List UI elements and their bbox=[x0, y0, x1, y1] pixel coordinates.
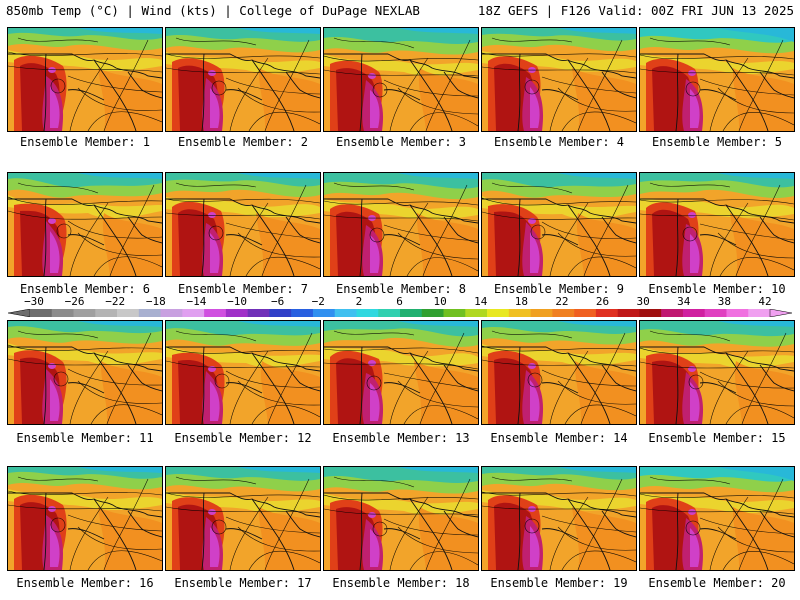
ensemble-member-map bbox=[323, 466, 479, 571]
ensemble-member-label: Ensemble Member: 15 bbox=[648, 431, 786, 445]
colorbar-segment bbox=[378, 309, 401, 317]
ensemble-member-map bbox=[165, 320, 321, 425]
ensemble-member-map bbox=[323, 320, 479, 425]
colorbar-segment bbox=[182, 309, 205, 317]
ensemble-member-label: Ensemble Member: 7 bbox=[177, 282, 309, 296]
colorbar-tick-label: 10 bbox=[433, 295, 447, 308]
ensemble-member-map bbox=[323, 27, 479, 132]
ensemble-member-label: Ensemble Member: 16 bbox=[16, 576, 154, 590]
colorbar-right-arrow bbox=[769, 309, 792, 317]
colorbar-segment bbox=[726, 309, 749, 317]
ensemble-member-label: Ensemble Member: 18 bbox=[332, 576, 470, 590]
colorbar-segment bbox=[312, 309, 336, 317]
ensemble-member-label: Ensemble Member: 10 bbox=[648, 282, 786, 296]
map-title: 850mb Temp (°C) | Wind (kts) | College o… bbox=[6, 3, 420, 18]
colorbar-segment bbox=[138, 309, 161, 317]
colorbar-tick-label: −14 bbox=[186, 295, 207, 308]
colorbar-segment bbox=[117, 309, 140, 317]
colorbar-segment bbox=[661, 309, 684, 317]
colorbar-tick-label: −18 bbox=[145, 295, 166, 308]
ensemble-member-map bbox=[165, 172, 321, 277]
ensemble-member-label: Ensemble Member: 9 bbox=[493, 282, 625, 296]
colorbar-tick-label: 2 bbox=[355, 295, 363, 308]
colorbar-segment bbox=[334, 309, 357, 317]
colorbar-tick-label: 18 bbox=[514, 295, 528, 308]
ensemble-member-map bbox=[7, 172, 163, 277]
colorbar-tick-label: 34 bbox=[677, 295, 691, 308]
colorbar-tick-label: 14 bbox=[474, 295, 488, 308]
colorbar-segment bbox=[30, 309, 53, 317]
ensemble-member-map bbox=[7, 466, 163, 571]
temperature-colorbar bbox=[8, 309, 792, 317]
ensemble-member-map bbox=[165, 27, 321, 132]
colorbar-tick-label: 26 bbox=[595, 295, 610, 308]
colorbar-segment bbox=[400, 309, 423, 317]
colorbar-segment bbox=[204, 309, 227, 317]
colorbar-tick-label: 38 bbox=[717, 295, 731, 308]
ensemble-member-label: Ensemble Member: 20 bbox=[648, 576, 786, 590]
colorbar-segment bbox=[748, 309, 771, 317]
colorbar-segment bbox=[552, 309, 575, 317]
ensemble-member-map bbox=[639, 320, 795, 425]
colorbar-segment bbox=[639, 309, 662, 317]
ensemble-member-label: Ensemble Member: 8 bbox=[335, 282, 467, 296]
ensemble-member-map bbox=[481, 172, 637, 277]
ensemble-member-label: Ensemble Member: 13 bbox=[332, 431, 470, 445]
colorbar-segment bbox=[508, 309, 531, 317]
colorbar-segment bbox=[595, 309, 618, 317]
colorbar-segment bbox=[617, 309, 640, 317]
colorbar-segment bbox=[160, 309, 183, 317]
ensemble-member-map bbox=[165, 466, 321, 571]
colorbar-segment bbox=[291, 309, 314, 317]
colorbar-segment bbox=[530, 309, 553, 317]
ensemble-member-map bbox=[639, 172, 795, 277]
colorbar-segment bbox=[356, 309, 379, 317]
colorbar-segment bbox=[247, 309, 270, 317]
ensemble-member-label: Ensemble Member: 4 bbox=[493, 135, 625, 149]
ensemble-member-label: Ensemble Member: 19 bbox=[490, 576, 628, 590]
colorbar-segment bbox=[465, 309, 488, 317]
ensemble-member-label: Ensemble Member: 3 bbox=[335, 135, 467, 149]
colorbar-segment bbox=[269, 309, 292, 317]
colorbar-segment bbox=[443, 309, 466, 317]
colorbar-segment bbox=[225, 309, 248, 317]
colorbar-segment bbox=[73, 309, 96, 317]
colorbar-segment bbox=[95, 309, 118, 317]
colorbar-tick-label: −2 bbox=[311, 295, 325, 308]
ensemble-member-label: Ensemble Member: 2 bbox=[177, 135, 309, 149]
colorbar-segment bbox=[682, 309, 706, 317]
colorbar-tick-label: −26 bbox=[64, 295, 85, 308]
ensemble-member-map bbox=[481, 27, 637, 132]
colorbar-segment bbox=[487, 309, 510, 317]
colorbar-tick-label: −30 bbox=[24, 295, 44, 308]
colorbar-segment bbox=[421, 309, 444, 317]
model-run-info: 18Z GEFS | F126 Valid: 00Z FRI JUN 13 20… bbox=[477, 3, 794, 18]
ensemble-member-label: Ensemble Member: 14 bbox=[490, 431, 628, 445]
ensemble-member-map bbox=[481, 320, 637, 425]
ensemble-member-map bbox=[7, 27, 163, 132]
colorbar-segment bbox=[704, 309, 727, 317]
colorbar-left-arrow bbox=[8, 309, 31, 317]
ensemble-member-map bbox=[481, 466, 637, 571]
colorbar-tick-label: −22 bbox=[105, 295, 126, 308]
colorbar-tick-label: −6 bbox=[271, 295, 285, 308]
colorbar-tick-label: −10 bbox=[227, 295, 247, 308]
colorbar-segment bbox=[51, 309, 74, 317]
colorbar-tick-label: 30 bbox=[636, 295, 650, 308]
ensemble-member-map bbox=[323, 172, 479, 277]
colorbar-segment bbox=[574, 309, 597, 317]
ensemble-member-label: Ensemble Member: 6 bbox=[19, 282, 151, 296]
ensemble-member-label: Ensemble Member: 11 bbox=[16, 431, 154, 445]
colorbar-tick-label: 22 bbox=[555, 295, 569, 308]
ensemble-member-map bbox=[639, 27, 795, 132]
ensemble-member-label: Ensemble Member: 5 bbox=[651, 135, 783, 149]
ensemble-member-label: Ensemble Member: 12 bbox=[174, 431, 312, 445]
ensemble-member-map bbox=[639, 466, 795, 571]
ensemble-member-map bbox=[7, 320, 163, 425]
ensemble-member-label: Ensemble Member: 17 bbox=[174, 576, 312, 590]
colorbar-tick-label: 6 bbox=[396, 295, 403, 308]
colorbar-tick-label: 42 bbox=[758, 295, 772, 308]
ensemble-member-label: Ensemble Member: 1 bbox=[19, 135, 151, 149]
